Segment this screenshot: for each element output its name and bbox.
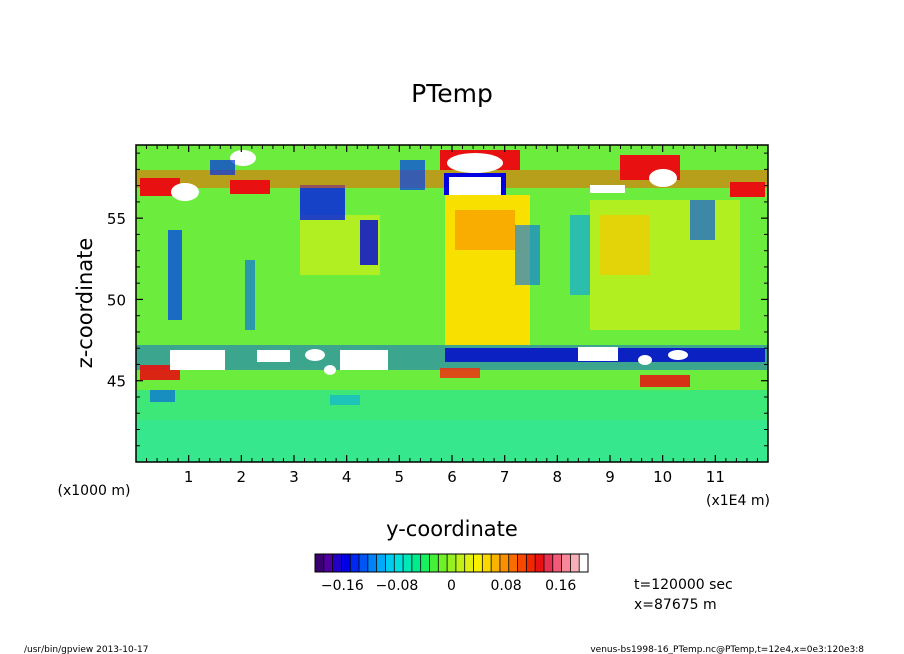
colorbar-swatch [579, 554, 589, 572]
colorbar-swatch [508, 554, 518, 572]
x-tick-label: 7 [500, 468, 510, 486]
x-tick-label: 9 [605, 468, 615, 486]
colorbar-swatch [341, 554, 351, 572]
x-tick-label: 4 [342, 468, 352, 486]
colorbar-tick-label: 0 [447, 578, 456, 594]
x-tick-label: 3 [289, 468, 299, 486]
colorbar-swatch [323, 554, 333, 572]
heatmap-white-core [324, 365, 336, 375]
footer-left: /usr/bin/gpview 2013-10-17 [24, 645, 148, 654]
colorbar-swatch [438, 554, 448, 572]
heatmap-white-core [230, 150, 256, 166]
heatmap-blue-patch [330, 395, 360, 405]
heatmap-blue-streak [300, 185, 345, 220]
colorbar-swatch [315, 554, 325, 572]
heatmap-white-core [171, 183, 199, 201]
heatmap-white-core [170, 350, 225, 370]
colorbar-swatch [420, 554, 430, 572]
footer-right: venus-bs1998-16_PTemp.nc@PTemp,t=12e4,x=… [590, 645, 864, 654]
heatmap-white-core [340, 350, 388, 370]
x-axis-unit-right: (x1E4 m) [706, 493, 770, 509]
x-tick-label: 5 [395, 468, 405, 486]
heatmap-blue-streak [168, 230, 182, 320]
heatmap-white-core [447, 153, 503, 173]
colorbar-swatch [535, 554, 545, 572]
heatmap-top-red [140, 178, 180, 196]
colorbar-swatch [350, 554, 360, 572]
heatmap-blue-patch [210, 160, 235, 175]
heatmap-white-core [668, 350, 688, 360]
heatmap-blue-streak [570, 215, 590, 295]
colorbar-tick-label: 0.08 [491, 578, 522, 594]
heatmap-blue-streak [245, 260, 255, 330]
y-tick-label: 45 [107, 373, 126, 391]
colorbar-swatch [403, 554, 413, 572]
heatmap-blue-streak [690, 200, 715, 240]
y-tick-label: 50 [107, 291, 126, 309]
colorbar-swatch [517, 554, 527, 572]
colorbar-swatch [367, 554, 377, 572]
heatmap-top-red [730, 182, 765, 197]
colorbar-swatch [552, 554, 562, 572]
heatmap-white-core [257, 350, 290, 362]
colorbar-swatch [385, 554, 395, 572]
x-tick-label: 10 [653, 468, 672, 486]
heatmap-white-core [649, 169, 677, 187]
colorbar-swatch [561, 554, 571, 572]
position-annotation: x=87675 m [634, 597, 717, 613]
heatmap-top-red [230, 180, 270, 194]
time-annotation: t=120000 sec [634, 577, 733, 593]
heatmap-blue-streak [515, 225, 540, 285]
chart-title: PTemp [411, 79, 493, 108]
heatmap-white-core [638, 355, 652, 365]
colorbar [314, 553, 589, 573]
colorbar-swatch [464, 554, 474, 572]
heatmap-white-core [305, 349, 325, 361]
heatmap-warm-right-core [600, 215, 650, 275]
heatmap-mid-red [440, 368, 480, 378]
colorbar-swatch [359, 554, 369, 572]
y-axis: 45 50 55 [107, 152, 768, 447]
colorbar-swatch [473, 554, 483, 572]
colorbar-swatch [543, 554, 554, 572]
y-axis-label: z-coordinate [73, 238, 97, 369]
colorbar-ticks: −0.16 −0.08 0 0.08 0.16 [321, 578, 577, 594]
x-tick-label: 8 [553, 468, 563, 486]
colorbar-tick-label: −0.08 [375, 578, 418, 594]
heatmap-white-core [590, 185, 625, 193]
heatmap-warm-column-core [455, 210, 515, 250]
x-tick-label: 6 [447, 468, 457, 486]
colorbar-swatch [482, 554, 492, 572]
colorbar-swatch [411, 554, 421, 572]
heatmap-field [136, 145, 768, 462]
heatmap-blue-streak [360, 220, 378, 265]
colorbar-swatch [570, 554, 580, 572]
colorbar-swatch [455, 554, 466, 572]
colorbar-swatch [429, 554, 439, 572]
heatmap-white-core [578, 347, 618, 361]
colorbar-tick-label: 0.16 [545, 578, 576, 594]
heatmap-blue-patch [150, 390, 175, 402]
colorbar-swatch [491, 554, 501, 572]
heatmap-mid-red [640, 375, 690, 387]
colorbar-swatch [499, 554, 510, 572]
colorbar-swatch [394, 554, 404, 572]
heatmap-white-arc [449, 177, 501, 195]
colorbar-tick-label: −0.16 [321, 578, 364, 594]
colorbar-swatch [526, 554, 536, 572]
x-tick-label: 1 [184, 468, 194, 486]
x-axis-unit-left: (x1000 m) [58, 483, 131, 499]
x-axis-label: y-coordinate [386, 517, 518, 541]
x-tick-label: 2 [237, 468, 247, 486]
colorbar-swatch [332, 554, 342, 572]
colorbar-swatch [376, 554, 386, 572]
colorbar-frame [314, 553, 589, 573]
y-tick-label: 55 [107, 210, 126, 228]
colorbar-swatch [447, 554, 457, 572]
x-tick-label: 11 [706, 468, 725, 486]
heatmap-blue-patch [400, 160, 425, 190]
x-axis: 1 2 3 4 5 6 7 8 9 10 11 [146, 145, 758, 486]
